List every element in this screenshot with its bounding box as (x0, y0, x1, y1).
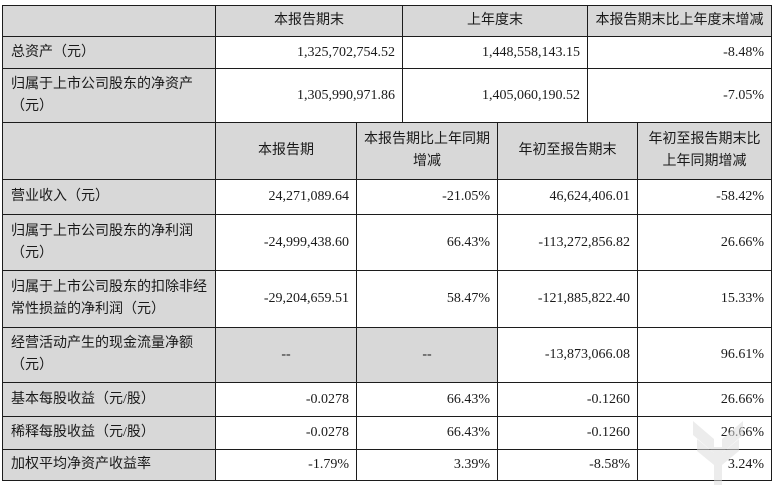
row-label-operating-revenue: 营业收入（元） (2, 179, 216, 215)
value-cell: -8.48% (587, 36, 772, 69)
value-cell: 66.43% (356, 382, 498, 417)
value-cell: 96.61% (637, 327, 772, 383)
table-row: 归属于上市公司股东的净利润（元） -24,999,438.60 66.43% -… (2, 214, 772, 271)
value-cell: -0.1260 (497, 382, 638, 417)
value-cell: 66.43% (356, 416, 498, 450)
header-empty-cell (2, 5, 216, 37)
value-cell: -13,873,066.08 (497, 327, 638, 383)
value-cell: -7.05% (587, 68, 772, 124)
value-cell: 66.43% (356, 214, 498, 271)
header-ytd-change-vs-same-period: 年初至报告期末比上年同期增减 (637, 122, 772, 180)
row-label-basic-eps: 基本每股收益（元/股） (2, 382, 216, 417)
header-change-vs-prior-year-end: 本报告期末比上年度末增减 (587, 5, 772, 37)
value-cell: 1,405,060,190.52 (402, 68, 588, 124)
value-cell: 26.66% (637, 416, 772, 450)
row-label-weighted-avg-roe: 加权平均净资产收益率 (2, 449, 216, 481)
table-row: 归属于上市公司股东的净资产（元） 1,305,990,971.86 1,405,… (2, 68, 772, 124)
value-cell: 58.47% (356, 270, 498, 328)
row-label-diluted-eps: 稀释每股收益（元/股） (2, 416, 216, 450)
table-row: 基本每股收益（元/股） -0.0278 66.43% -0.1260 26.66… (2, 382, 772, 417)
value-cell: 26.66% (637, 382, 772, 417)
value-cell: 46,624,406.01 (497, 179, 638, 215)
value-cell: 1,448,558,143.15 (402, 36, 588, 69)
value-cell: 3.39% (356, 449, 498, 481)
value-cell: -58.42% (637, 179, 772, 215)
value-cell: 24,271,089.64 (215, 179, 357, 215)
value-cell: -1.79% (215, 449, 357, 481)
value-cell-na: -- (215, 327, 357, 383)
value-cell: 1,305,990,971.86 (215, 68, 403, 124)
value-cell: -0.1260 (497, 416, 638, 450)
value-cell: 15.33% (637, 270, 772, 328)
period-end-summary-table: 本报告期末 上年度末 本报告期末比上年度末增减 总资产（元） 1,325,702… (2, 5, 772, 124)
header-year-to-date: 年初至报告期末 (497, 122, 638, 180)
value-cell: -0.0278 (215, 416, 357, 450)
value-cell: -113,272,856.82 (497, 214, 638, 271)
table-row: 加权平均净资产收益率 -1.79% 3.39% -8.58% 3.24% (2, 449, 772, 481)
value-cell: -21.05% (356, 179, 498, 215)
row-label-net-profit-excl-nonrecurring: 归属于上市公司股东的扣除非经常性损益的净利润（元） (2, 270, 216, 328)
value-cell: 1,325,702,754.52 (215, 36, 403, 69)
row-label-net-profit: 归属于上市公司股东的净利润（元） (2, 214, 216, 271)
table-row: 稀释每股收益（元/股） -0.0278 66.43% -0.1260 26.66… (2, 416, 772, 450)
table-header-row: 本报告期 本报告期比上年同期增减 年初至报告期末 年初至报告期末比上年同期增减 (2, 122, 772, 180)
table-row: 营业收入（元） 24,271,089.64 -21.05% 46,624,406… (2, 179, 772, 215)
table-row: 归属于上市公司股东的扣除非经常性损益的净利润（元） -29,204,659.51… (2, 270, 772, 328)
value-cell: -121,885,822.40 (497, 270, 638, 328)
value-cell: 3.24% (637, 449, 772, 481)
header-change-vs-same-period: 本报告期比上年同期增减 (356, 122, 498, 180)
value-cell: -29,204,659.51 (215, 270, 357, 328)
row-label-total-assets: 总资产（元） (2, 36, 216, 69)
header-prior-year-end: 上年度末 (402, 5, 588, 37)
table-header-row: 本报告期末 上年度末 本报告期末比上年度末增减 (2, 5, 772, 37)
table-row: 总资产（元） 1,325,702,754.52 1,448,558,143.15… (2, 36, 772, 69)
row-label-net-assets: 归属于上市公司股东的净资产（元） (2, 68, 216, 124)
value-cell: 26.66% (637, 214, 772, 271)
header-current-period-end: 本报告期末 (215, 5, 403, 37)
header-current-period: 本报告期 (215, 122, 357, 180)
value-cell: -0.0278 (215, 382, 357, 417)
header-empty-cell (2, 122, 216, 180)
value-cell-na: -- (356, 327, 498, 383)
value-cell: -24,999,438.60 (215, 214, 357, 271)
table-row: 经营活动产生的现金流量净额（元） -- -- -13,873,066.08 96… (2, 327, 772, 383)
value-cell: -8.58% (497, 449, 638, 481)
row-label-operating-cash-flow: 经营活动产生的现金流量净额（元） (2, 327, 216, 383)
reporting-period-summary-table: 本报告期 本报告期比上年同期增减 年初至报告期末 年初至报告期末比上年同期增减 … (2, 122, 772, 481)
